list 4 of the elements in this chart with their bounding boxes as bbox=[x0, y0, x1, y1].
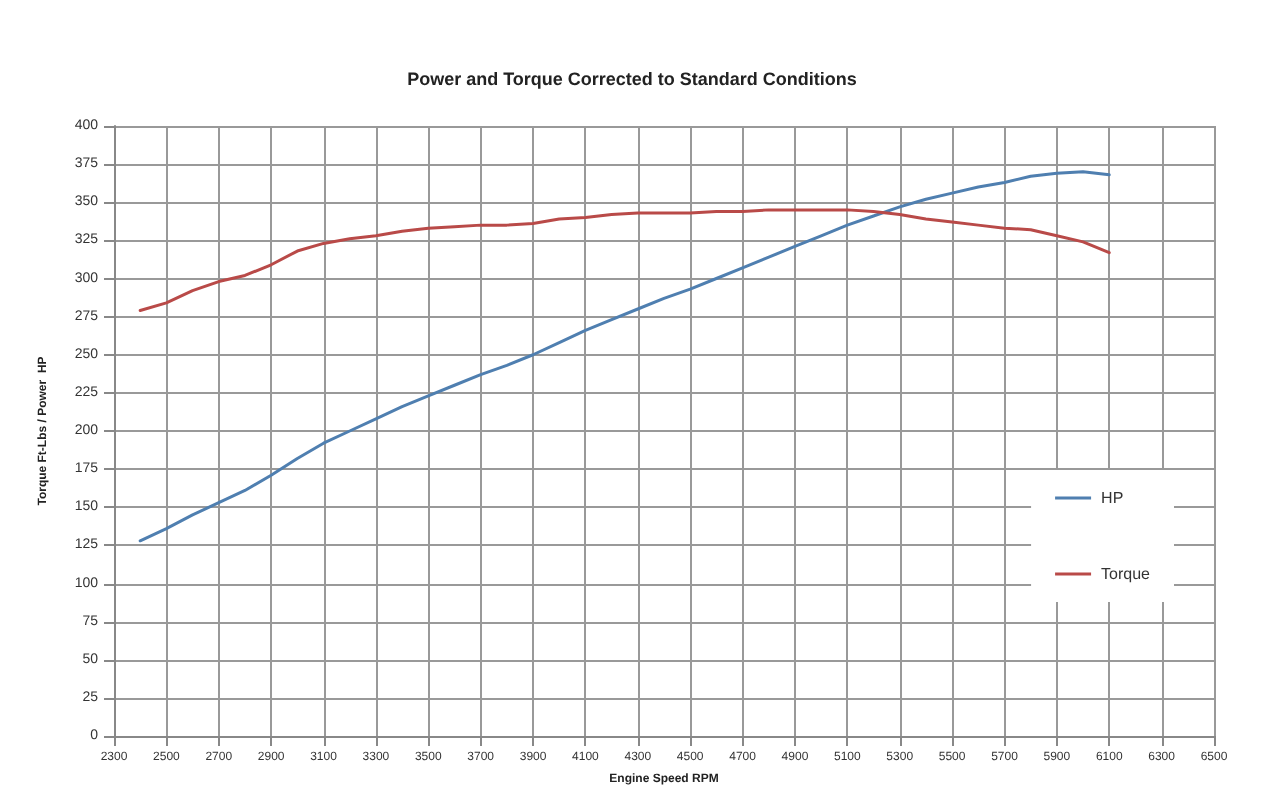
legend-label: HP bbox=[1101, 489, 1124, 507]
chart-title: Power and Torque Corrected to Standard Conditions bbox=[407, 69, 857, 89]
legend-label: Torque bbox=[1101, 565, 1152, 583]
line-series bbox=[138, 208, 1111, 313]
